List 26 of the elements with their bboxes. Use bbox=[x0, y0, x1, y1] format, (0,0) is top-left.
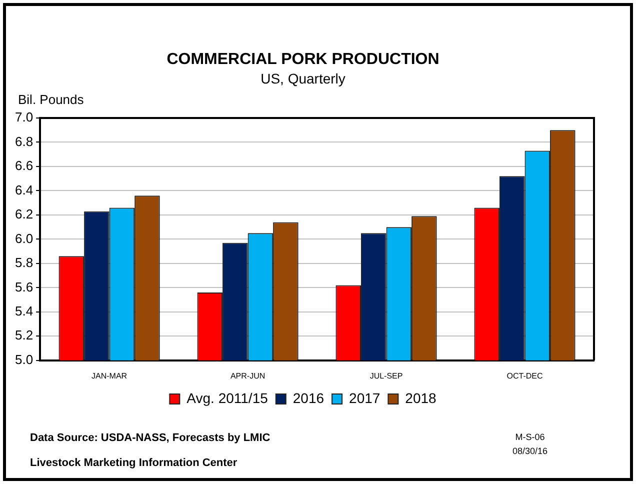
y-tick-label: 7.0 bbox=[14, 110, 34, 125]
y-tick-label: 5.0 bbox=[14, 352, 34, 367]
legend-label: 2016 bbox=[292, 390, 324, 406]
source-note: Data Source: USDA-NASS, Forecasts by LMIC bbox=[30, 432, 270, 444]
y-tick-label: 5.8 bbox=[14, 255, 34, 270]
y-tick-label: 5.6 bbox=[14, 279, 34, 294]
x-tick-label: OCT-DEC bbox=[506, 371, 543, 380]
legend-label: 2017 bbox=[349, 390, 380, 406]
chart-title: COMMERCIAL PORK PRODUCTION bbox=[166, 51, 440, 68]
y-tick-label: 5.2 bbox=[14, 328, 34, 343]
y-tick-label: 6.0 bbox=[14, 230, 34, 246]
y-tick-label: 5.4 bbox=[14, 304, 34, 318]
text: M-S-06 bbox=[514, 432, 546, 442]
y-tick-label: 6.4 bbox=[14, 182, 34, 198]
y-tick-label: 6.6 bbox=[14, 158, 34, 174]
y-tick-label: 6.8 bbox=[14, 134, 34, 149]
legend-label: Avg. 2011/15 bbox=[186, 390, 268, 406]
x-tick-label: JAN-MAR bbox=[92, 371, 128, 380]
text: Livestock Marketing Information Center bbox=[30, 457, 238, 469]
y-axis-title: Bil. Pounds bbox=[18, 92, 84, 107]
chart-subtitle: US, Quarterly bbox=[260, 70, 346, 86]
x-tick-label: APR-JUN bbox=[230, 371, 266, 380]
legend-label: 2018 bbox=[405, 390, 437, 406]
x-tick-label: JUL-SEP bbox=[370, 371, 403, 380]
text: 08/30/16 bbox=[511, 446, 549, 456]
y-tick-label: 6.2 bbox=[14, 206, 34, 222]
